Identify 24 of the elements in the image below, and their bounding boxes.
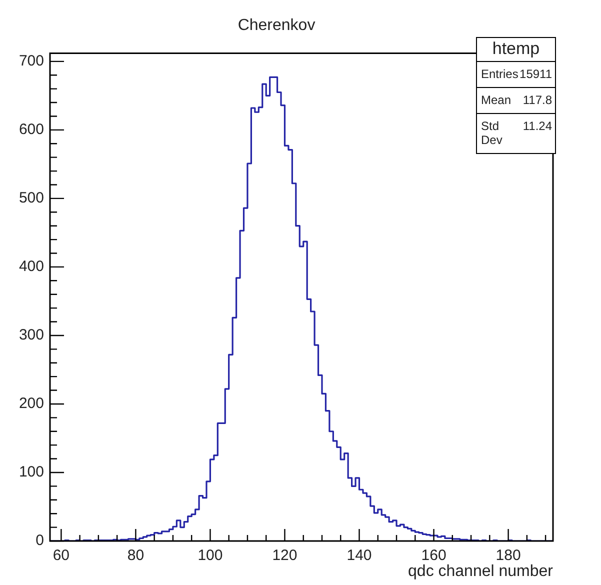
annotation: Mean <box>481 93 512 107</box>
x-axis-title: qdc channel number <box>408 562 554 580</box>
annotation: Entries <box>481 67 518 81</box>
y-tick-label: 700 <box>18 52 44 70</box>
annotation: 11.24 <box>522 119 552 135</box>
x-tick-label: 100 <box>198 547 223 564</box>
x-tick-label: 120 <box>272 547 298 564</box>
y-tick-label: 100 <box>18 464 44 481</box>
chart-title: Cherenkov <box>238 17 316 34</box>
x-tick-label: 80 <box>127 547 144 564</box>
annotation: Std Dev <box>481 119 504 147</box>
x-tick-label: 180 <box>496 547 521 564</box>
annotation: 15911 <box>520 67 552 81</box>
x-tick-label: 160 <box>421 547 446 564</box>
x-tick-label: 140 <box>346 547 372 564</box>
y-tick-label: 0 <box>36 532 44 550</box>
y-tick-label: 200 <box>18 395 44 412</box>
annotation: htemp <box>477 38 555 62</box>
annotation: 117.8 <box>522 93 552 107</box>
y-tick-label: 300 <box>18 326 44 344</box>
y-tick-label: 500 <box>18 190 44 207</box>
x-tick-label: 60 <box>52 547 70 564</box>
y-tick-label: 400 <box>18 258 44 276</box>
y-tick-label: 600 <box>18 121 44 138</box>
